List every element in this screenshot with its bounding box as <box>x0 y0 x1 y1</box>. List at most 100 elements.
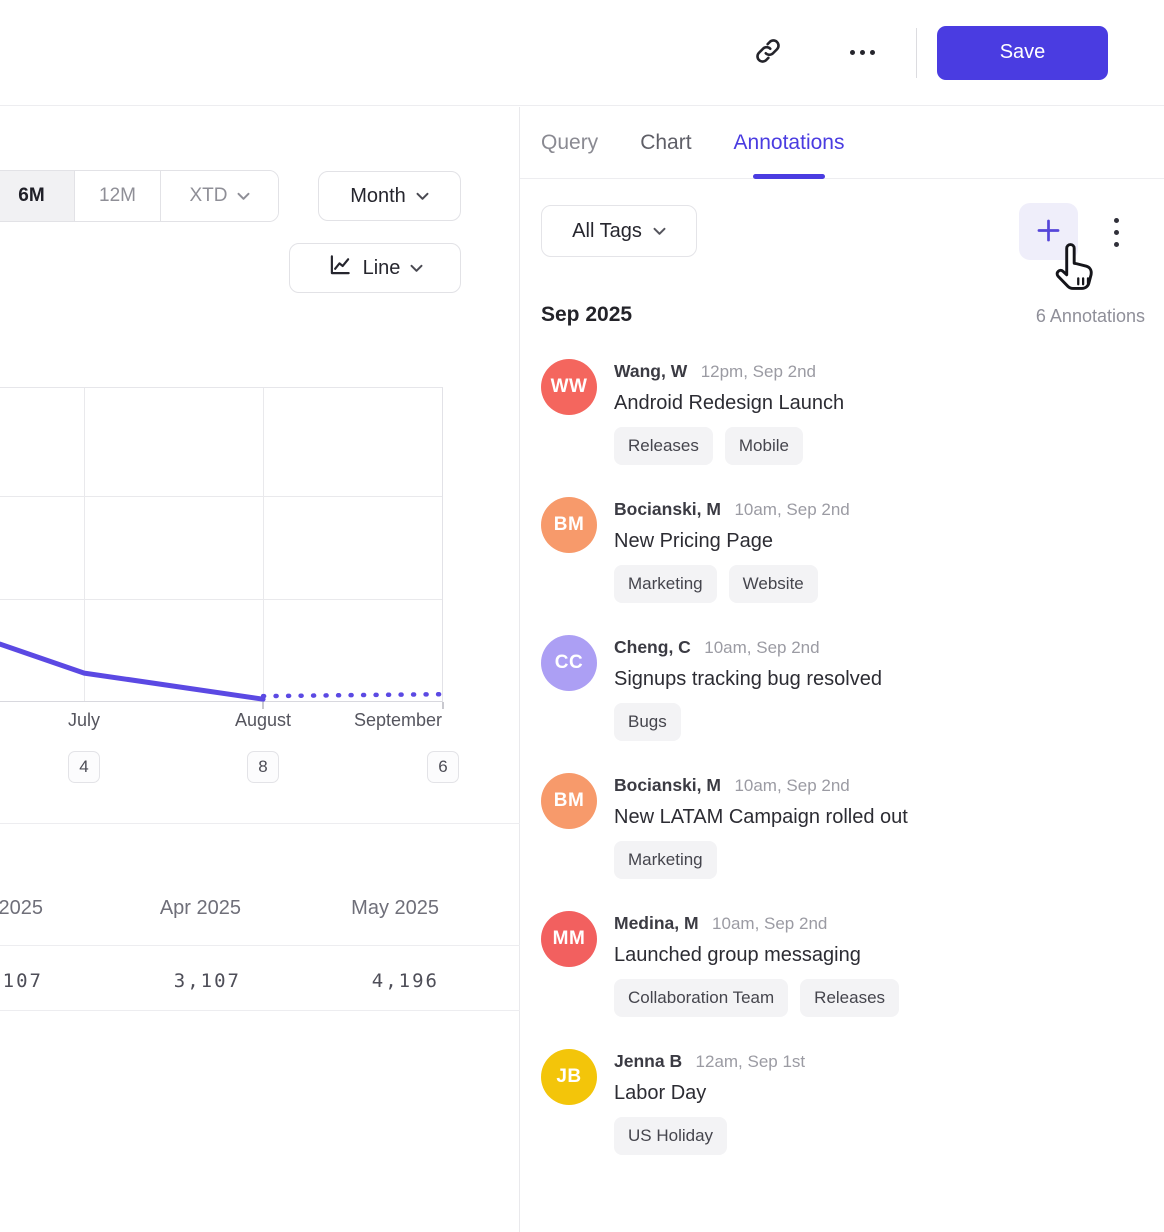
plus-icon <box>1035 217 1062 247</box>
tab-chart[interactable]: Chart <box>640 107 691 179</box>
gridline <box>0 496 442 497</box>
avatar-initials: BM <box>553 790 585 811</box>
tab-annotations[interactable]: Annotations <box>734 107 845 179</box>
annotation-count-badge[interactable]: 8 <box>247 751 279 783</box>
tag-pill[interactable]: Collaboration Team <box>614 979 789 1017</box>
avatar: MM <box>541 911 597 967</box>
top-header: Save <box>0 0 1164 106</box>
annotation-meta: Bocianski, M 10am, Sep 2nd <box>614 773 954 799</box>
annotation-content: Jenna B 12am, Sep 1st Labor Day US Holid… <box>614 1049 954 1155</box>
line-chart-plot <box>0 387 446 702</box>
avatar-initials: WW <box>550 376 588 397</box>
link-icon <box>753 36 783 69</box>
annotation-meta: Wang, W 12pm, Sep 2nd <box>614 359 954 385</box>
annotation-title: Launched group messaging <box>614 944 861 966</box>
chart-line-solid <box>0 641 266 702</box>
line-chart-icon <box>327 252 353 284</box>
annotation-item[interactable]: BM Bocianski, M 10am, Sep 2nd New LATAM … <box>541 773 1141 879</box>
annotations-menu-button[interactable] <box>1098 209 1134 255</box>
annotation-tags: Bugs <box>614 703 954 741</box>
chevron-down-icon <box>653 227 666 235</box>
chevron-down-icon <box>237 192 249 200</box>
tag-pill[interactable]: Bugs <box>614 703 681 741</box>
range-6m-button[interactable]: 6M <box>0 171 75 221</box>
tab-query[interactable]: Query <box>541 107 598 179</box>
table-column-header: Apr 2025 <box>159 897 241 919</box>
annotation-timestamp: 12pm, Sep 2nd <box>700 362 816 381</box>
x-axis-label: August <box>234 710 292 730</box>
header-divider <box>916 27 917 78</box>
annotation-item[interactable]: MM Medina, M 10am, Sep 2nd Launched grou… <box>541 911 1141 1017</box>
tag-pill[interactable]: Mobile <box>724 427 803 465</box>
more-options-button[interactable] <box>840 31 884 75</box>
chevron-down-icon <box>416 192 429 200</box>
annotation-count-badge[interactable]: 4 <box>68 751 100 783</box>
annotation-author: Bocianski, M <box>614 499 721 519</box>
range-xtd-button[interactable]: XTD <box>161 171 278 221</box>
avatar-initials: JB <box>556 1066 582 1087</box>
table-column-header: May 2025 <box>351 897 439 919</box>
tag-filter-dropdown[interactable]: All Tags <box>541 205 697 257</box>
tag-pill[interactable]: Marketing <box>614 841 717 879</box>
annotation-title: New LATAM Campaign rolled out <box>614 806 908 828</box>
tag-pill[interactable]: Marketing <box>614 565 717 603</box>
avatar: BM <box>541 497 597 553</box>
table-cell-value: 107 <box>2 970 43 992</box>
annotation-tags: Releases Mobile <box>614 427 954 465</box>
x-axis-label: July <box>67 710 101 730</box>
x-axis-label: September <box>353 710 442 730</box>
axis-tick <box>442 702 444 709</box>
annotation-content: Bocianski, M 10am, Sep 2nd New Pricing P… <box>614 497 954 603</box>
add-annotation-button[interactable] <box>1019 203 1078 260</box>
tag-pill[interactable]: Releases <box>800 979 900 1017</box>
annotation-item[interactable]: JB Jenna B 12am, Sep 1st Labor Day US Ho… <box>541 1049 1141 1155</box>
share-link-button[interactable] <box>746 31 790 75</box>
chevron-down-icon <box>410 264 423 272</box>
table-divider <box>0 1010 520 1011</box>
annotation-meta: Cheng, C 10am, Sep 2nd <box>614 635 954 661</box>
annotation-author: Cheng, C <box>614 637 691 657</box>
tag-pill[interactable]: Website <box>728 565 818 603</box>
annotation-item[interactable]: CC Cheng, C 10am, Sep 2nd Signups tracki… <box>541 635 1141 741</box>
kebab-icon <box>1113 217 1119 247</box>
annotation-timestamp: 10am, Sep 2nd <box>734 776 850 795</box>
month-group-header: Sep 2025 <box>541 303 633 326</box>
chart-type-label: Line <box>362 256 401 279</box>
annotation-title: Android Redesign Launch <box>614 392 845 414</box>
gridline <box>84 388 85 701</box>
gridline <box>263 388 264 701</box>
annotation-title: Signups tracking bug resolved <box>614 668 882 690</box>
save-button[interactable]: Save <box>937 25 1108 80</box>
range-xtd-label: XTD <box>189 185 228 206</box>
avatar: WW <box>541 359 597 415</box>
date-range-segmented-control: 6M 12M XTD <box>0 170 279 222</box>
interval-label: Month <box>350 184 406 207</box>
annotation-author: Wang, W <box>614 361 688 381</box>
avatar: CC <box>541 635 597 691</box>
tag-filter-label: All Tags <box>572 219 642 242</box>
tag-pill[interactable]: Releases <box>614 427 713 465</box>
table-column-header: 2025 <box>0 897 43 919</box>
gridline <box>0 599 442 600</box>
avatar-initials: BM <box>553 514 585 535</box>
range-12m-button[interactable]: 12M <box>75 171 161 221</box>
avatar: JB <box>541 1049 597 1105</box>
annotation-title: New Pricing Page <box>614 530 773 552</box>
interval-dropdown[interactable]: Month <box>318 171 461 221</box>
tag-pill[interactable]: US Holiday <box>614 1117 728 1155</box>
annotation-meta: Jenna B 12am, Sep 1st <box>614 1049 954 1075</box>
annotation-timestamp: 10am, Sep 2nd <box>704 638 820 657</box>
chart-type-dropdown[interactable]: Line <box>289 243 461 293</box>
annotation-item[interactable]: BM Bocianski, M 10am, Sep 2nd New Pricin… <box>541 497 1141 603</box>
annotation-count-badge[interactable]: 6 <box>427 751 459 783</box>
annotation-meta: Bocianski, M 10am, Sep 2nd <box>614 497 954 523</box>
annotations-list: WW Wang, W 12pm, Sep 2nd Android Redesig… <box>541 359 1141 1187</box>
chart-series-svg <box>0 641 446 702</box>
table-divider <box>0 945 520 946</box>
annotations-count: 6 Annotations <box>1035 306 1145 326</box>
axis-tick <box>262 702 264 709</box>
annotation-item[interactable]: WW Wang, W 12pm, Sep 2nd Android Redesig… <box>541 359 1141 465</box>
avatar-initials: MM <box>552 928 586 949</box>
annotation-timestamp: 10am, Sep 2nd <box>712 914 828 933</box>
annotation-tags: Marketing <box>614 841 954 879</box>
